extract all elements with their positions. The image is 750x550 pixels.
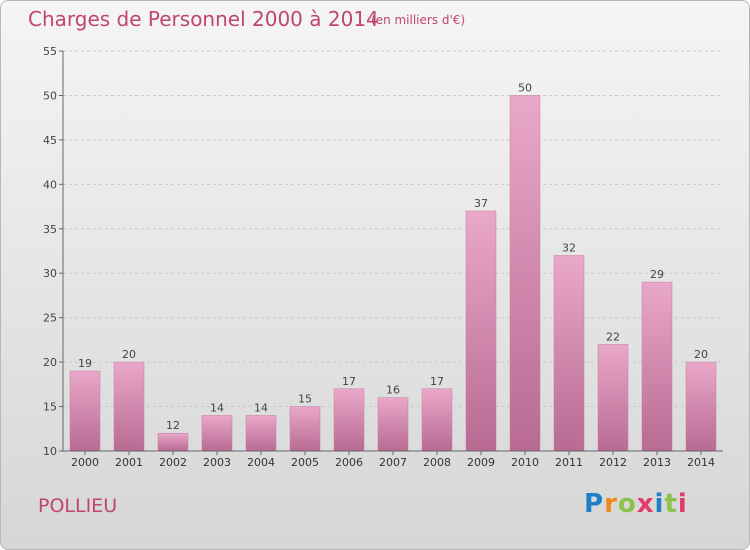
y-tick-label: 25: [43, 312, 57, 325]
x-tick-label: 2003: [203, 456, 231, 469]
bar-2007: [377, 397, 409, 452]
x-tick-label: 2006: [335, 456, 363, 469]
value-label: 20: [694, 348, 708, 361]
logo-letter: i: [654, 489, 665, 519]
bar-2011: [553, 255, 585, 452]
commune-name: POLLIEU: [38, 495, 118, 517]
value-label: 19: [78, 357, 92, 370]
x-tick-label: 2014: [687, 456, 715, 469]
logo-letter: x: [636, 489, 655, 519]
proxiti-logo: Proxiti: [584, 489, 688, 519]
logo-letter: i: [677, 489, 688, 519]
x-tick-label: 2007: [379, 456, 407, 469]
bar-2012: [597, 344, 629, 452]
bar-2004: [245, 415, 277, 452]
bar-2009: [465, 210, 497, 452]
bar-2003: [201, 415, 233, 452]
value-label: 22: [606, 330, 620, 343]
bar-2001: [113, 361, 145, 452]
y-tick-label: 35: [43, 223, 57, 236]
value-label: 32: [562, 241, 576, 254]
value-label: 16: [386, 384, 400, 397]
value-label: 29: [650, 268, 664, 281]
axes: 10 15 20 25 30 35 40 45 50 55: [43, 45, 723, 458]
bar-2006: [333, 388, 365, 452]
y-tick-label: 40: [43, 178, 57, 191]
bar-2005: [289, 406, 321, 452]
chart-subtitle: (en milliers d'€): [371, 13, 466, 27]
value-label: 15: [298, 393, 312, 406]
bar-2010: [509, 95, 541, 452]
value-label: 20: [122, 348, 136, 361]
y-tick-label: 20: [43, 356, 57, 369]
x-tick-label: 2013: [643, 456, 671, 469]
value-label: 14: [254, 401, 268, 414]
logo-letter: t: [664, 489, 678, 519]
bars: [69, 95, 717, 452]
chart-title: Charges de Personnel 2000 à 2014: [28, 7, 379, 31]
value-label: 14: [210, 401, 224, 414]
value-label: 50: [518, 81, 532, 94]
x-tick-label: 2001: [115, 456, 143, 469]
x-tick-label: 2010: [511, 456, 539, 469]
labels: 2000 19 2001 20 2002 12 2003 14 2004 14 2005 15 2006…: [71, 81, 715, 469]
y-tick-label: 45: [43, 134, 57, 147]
x-tick-label: 2011: [555, 456, 583, 469]
x-tick-label: 2000: [71, 456, 99, 469]
bar-2014: [685, 361, 717, 452]
value-label: 12: [166, 419, 180, 432]
bar-2013: [641, 281, 673, 452]
y-tick-label: 10: [43, 445, 57, 458]
y-tick-label: 50: [43, 89, 57, 102]
x-tick-label: 2008: [423, 456, 451, 469]
y-tick-label: 15: [43, 401, 57, 414]
x-tick-label: 2005: [291, 456, 319, 469]
bar-2000: [69, 370, 101, 452]
x-tick-label: 2012: [599, 456, 627, 469]
value-label: 17: [342, 375, 356, 388]
bar-2002: [157, 432, 189, 452]
value-label: 17: [430, 375, 444, 388]
bar-2008: [421, 388, 453, 452]
x-tick-label: 2002: [159, 456, 187, 469]
x-tick-label: 2004: [247, 456, 275, 469]
logo-letter: P: [584, 489, 605, 519]
y-tick-label: 30: [43, 267, 57, 280]
x-tick-label: 2009: [467, 456, 495, 469]
logo-letter: o: [617, 489, 637, 519]
value-label: 37: [474, 197, 488, 210]
y-tick-label: 55: [43, 45, 57, 58]
logo-letter: r: [604, 489, 618, 519]
